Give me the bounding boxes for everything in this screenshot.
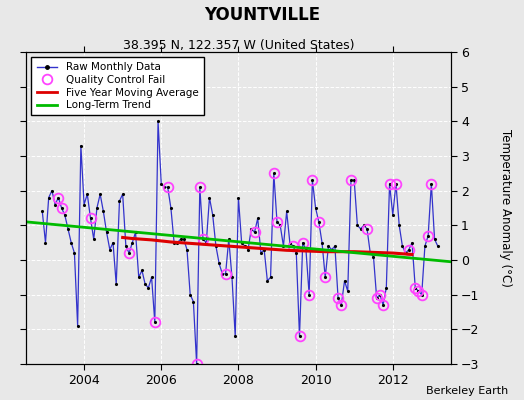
Text: Berkeley Earth: Berkeley Earth	[426, 386, 508, 396]
Y-axis label: Temperature Anomaly (°C): Temperature Anomaly (°C)	[499, 129, 512, 287]
Text: YOUNTVILLE: YOUNTVILLE	[204, 6, 320, 24]
Legend: Raw Monthly Data, Quality Control Fail, Five Year Moving Average, Long-Term Tren: Raw Monthly Data, Quality Control Fail, …	[31, 57, 204, 116]
Title: 38.395 N, 122.357 W (United States): 38.395 N, 122.357 W (United States)	[123, 39, 354, 52]
